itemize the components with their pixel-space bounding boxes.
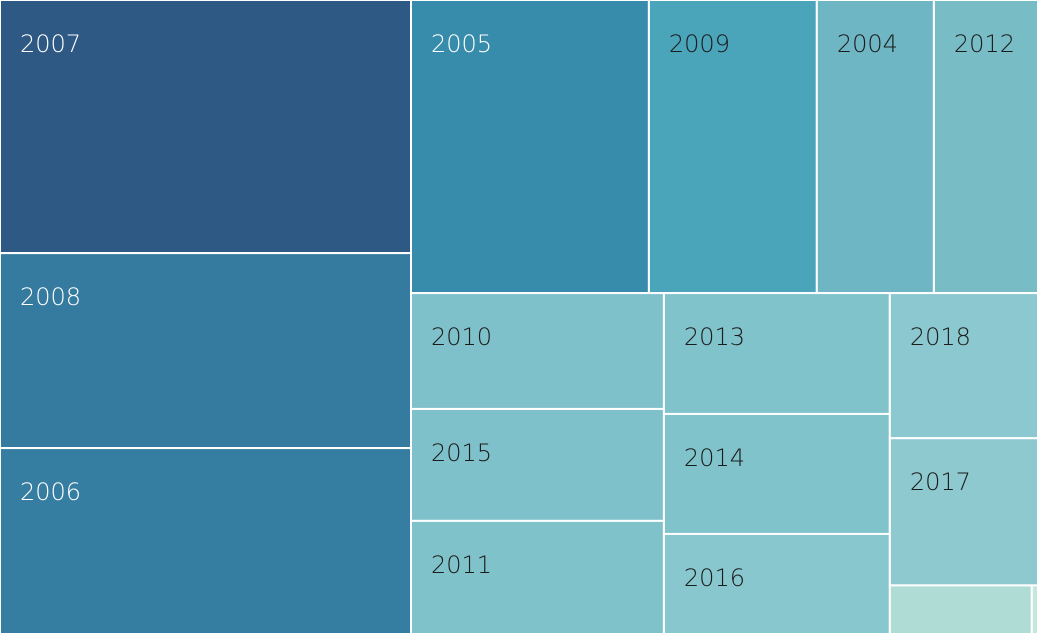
tile-label: 2015 (431, 439, 492, 467)
tile (410, 519, 665, 634)
tile (888, 437, 1038, 587)
tile (410, 407, 665, 522)
tile-label: 2016 (684, 564, 745, 592)
tile-label: 2008 (20, 283, 81, 311)
tile-label: 2013 (684, 323, 745, 351)
tile-label: 2006 (20, 478, 81, 506)
tile (410, 292, 665, 410)
tile (662, 292, 891, 415)
tile (888, 292, 1038, 440)
tile (0, 252, 413, 450)
tile-label: 2017 (910, 468, 971, 496)
tile (0, 447, 413, 634)
tile-label: 2009 (669, 30, 730, 58)
tile (815, 0, 935, 295)
tile-label: 2010 (431, 323, 492, 351)
tile (662, 532, 891, 634)
tile-label: 2011 (431, 551, 492, 579)
tile-label: 2007 (20, 30, 81, 58)
tile (662, 412, 891, 535)
tile-label: 2004 (837, 30, 898, 58)
tile (888, 584, 1033, 634)
tile (1030, 584, 1038, 634)
tile-label: 2014 (684, 444, 745, 472)
tile (0, 0, 413, 255)
tile-label: 2018 (910, 323, 971, 351)
tile (647, 0, 818, 295)
tile-label: 2012 (954, 30, 1015, 58)
tile-label: 2005 (431, 30, 492, 58)
